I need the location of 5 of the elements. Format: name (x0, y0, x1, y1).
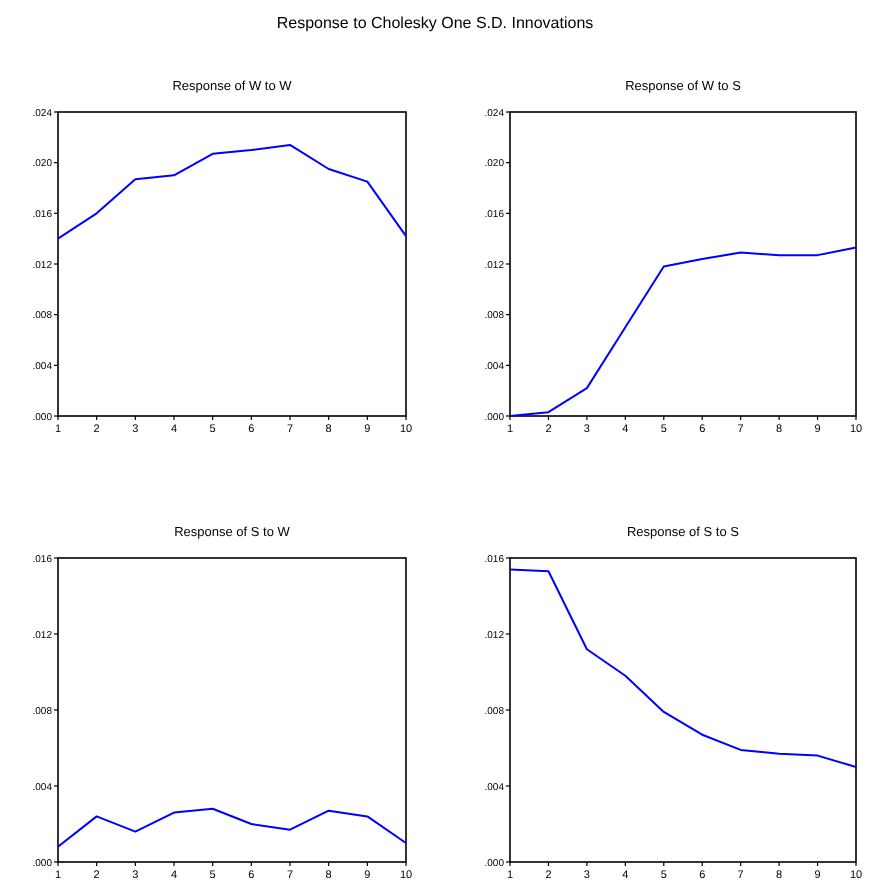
text: Response to Cholesky One S.D. Innovations (276, 14, 594, 32)
line-series (509, 246, 857, 417)
line-series (57, 143, 407, 240)
line-series (509, 568, 857, 768)
line-series (57, 807, 407, 848)
